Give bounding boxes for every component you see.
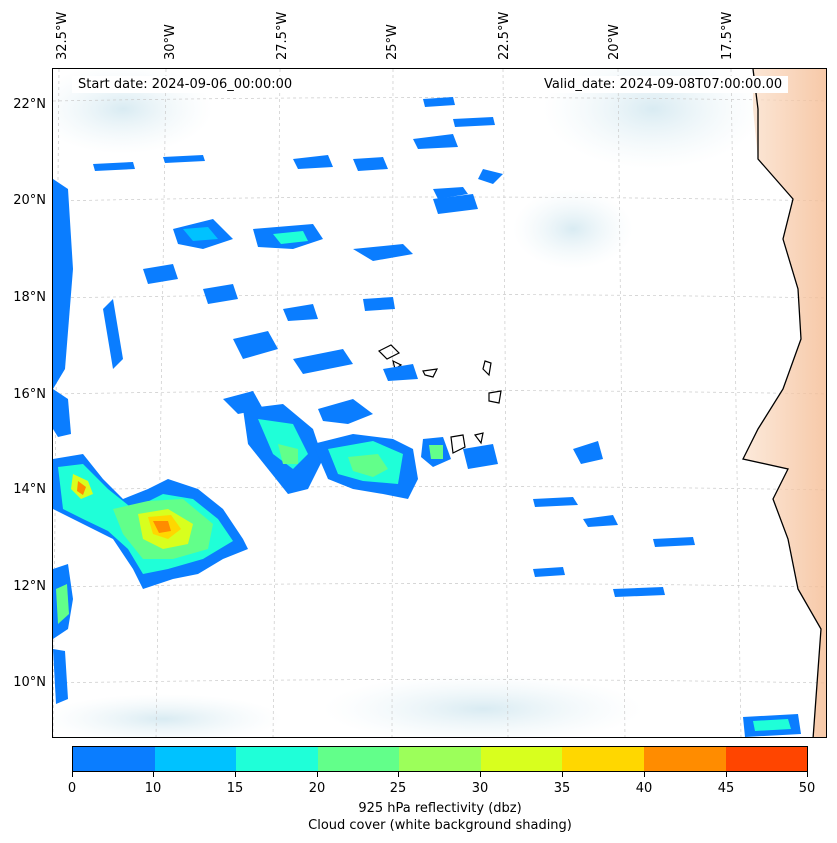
coastline bbox=[742, 69, 822, 737]
colorbar-tick-label: 20 bbox=[308, 781, 326, 796]
colorbar-tick-label: 15 bbox=[226, 781, 244, 796]
map-canvas bbox=[53, 69, 826, 737]
lat-label-18N: 18°N bbox=[13, 290, 46, 305]
colorbar-tickmark bbox=[317, 772, 318, 777]
colorbar-bin-10-15 bbox=[154, 747, 237, 771]
colorbar-tickmark bbox=[235, 772, 236, 777]
colorbar-tickmark bbox=[644, 772, 645, 777]
colorbar-tick-label: 50 bbox=[798, 781, 816, 796]
colorbar-tickmark bbox=[398, 772, 399, 777]
lat-label-16N: 16°N bbox=[13, 387, 46, 402]
colorbar-tick-label: 10 bbox=[144, 781, 162, 796]
lon-label-32.5W: 32.5°W bbox=[55, 11, 70, 60]
colorbar-tickmark bbox=[726, 772, 727, 777]
lat-label-12N: 12°N bbox=[13, 579, 46, 594]
colorbar-bin-25-30 bbox=[399, 747, 481, 771]
colorbar-tickmark bbox=[807, 772, 808, 777]
colorbar-bin-0-10 bbox=[73, 747, 155, 771]
colorbar-tick-label: 30 bbox=[471, 781, 489, 796]
cloud-cover-shading bbox=[53, 69, 763, 737]
colorbar-tick-label: 35 bbox=[553, 781, 571, 796]
cape-verde-islands bbox=[377, 344, 502, 454]
lat-label-10N: 10°N bbox=[13, 675, 46, 690]
start-date-label: Start date: 2024-09-06_00:00:00 bbox=[72, 76, 299, 93]
colorbar-tickmark bbox=[72, 772, 73, 777]
colorbar-tick-label: 45 bbox=[717, 781, 735, 796]
graticule bbox=[53, 69, 826, 737]
lat-label-22N: 22°N bbox=[13, 97, 46, 112]
lat-label-14N: 14°N bbox=[13, 482, 46, 497]
lon-label-25W: 25°W bbox=[385, 24, 400, 60]
colorbar-tick-label: 40 bbox=[635, 781, 653, 796]
colorbar-tick-label: 25 bbox=[389, 781, 407, 796]
colorbar-tickmark bbox=[153, 772, 154, 777]
colorbar bbox=[72, 746, 808, 772]
lon-label-30W: 30°W bbox=[163, 24, 178, 60]
valid-date-label: Valid_date: 2024-09-08T07:00:00.00 bbox=[538, 76, 789, 93]
colorbar-bin-15-20 bbox=[236, 747, 318, 771]
lon-label-22.5W: 22.5°W bbox=[497, 11, 512, 60]
lat-label-20N: 20°N bbox=[13, 193, 46, 208]
colorbar-subtitle: Cloud cover (white background shading) bbox=[308, 818, 572, 833]
map-panel bbox=[52, 68, 827, 738]
lon-label-17.5W: 17.5°W bbox=[720, 11, 735, 60]
colorbar-bin-30-35 bbox=[480, 747, 563, 771]
colorbar-bin-45-50 bbox=[725, 747, 808, 771]
lon-label-20W: 20°W bbox=[607, 24, 622, 60]
colorbar-tickmark bbox=[562, 772, 563, 777]
colorbar-bin-35-40 bbox=[562, 747, 644, 771]
colorbar-bin-40-45 bbox=[643, 747, 726, 771]
colorbar-title: 925 hPa reflectivity (dbz) bbox=[358, 801, 522, 816]
colorbar-bin-20-25 bbox=[317, 747, 400, 771]
colorbar-tick-label: 0 bbox=[67, 781, 77, 796]
west-africa-land bbox=[743, 69, 826, 737]
colorbar-tickmark bbox=[480, 772, 481, 777]
lon-label-27.5W: 27.5°W bbox=[275, 11, 290, 60]
reflectivity-field bbox=[53, 97, 801, 737]
